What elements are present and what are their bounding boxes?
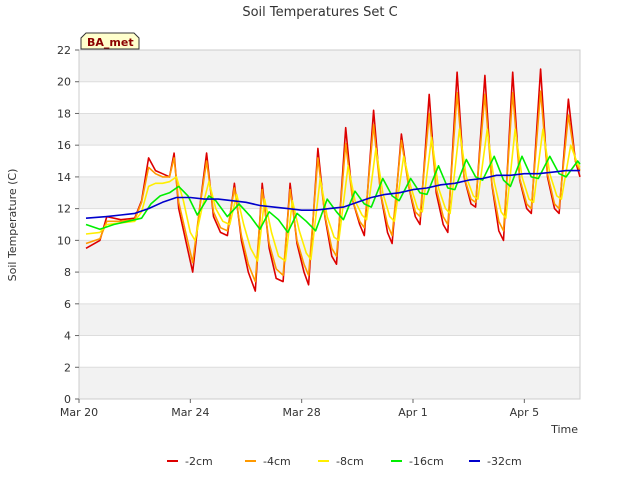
y-tick-label: 6 (64, 298, 71, 311)
x-tick-label: Apr 1 (398, 406, 428, 419)
y-tick-label: 2 (64, 361, 71, 374)
y-tick-label: 22 (57, 44, 71, 57)
x-tick-label: Apr 5 (510, 406, 540, 419)
y-tick-label: 18 (57, 107, 71, 120)
series-line-32cm (85, 169, 580, 219)
site-label: BA_met (87, 36, 134, 49)
y-tick-label: 10 (57, 234, 71, 247)
y-axis-title: Soil Temperature (C) (6, 169, 19, 282)
chart-title: Soil Temperatures Set C (242, 5, 397, 20)
legend: -2cm -4cm -8cm -16cm -32cm (167, 455, 522, 468)
series-line-8cm (85, 128, 581, 262)
x-tick-label: Mar 20 (60, 406, 98, 419)
legend-label: -8cm (336, 455, 364, 468)
y-tick-label: 8 (64, 266, 71, 279)
y-tick-label: 4 (64, 330, 71, 343)
y-tick-label: 20 (57, 76, 71, 89)
x-axis-ticks: Mar 20 Mar 24 Mar 28 Apr 1 Apr 5 (60, 399, 539, 419)
grid-band (79, 113, 580, 146)
site-label-box: BA_met (80, 32, 140, 50)
series-line-4cm (85, 90, 581, 283)
grid-band (79, 303, 580, 336)
grid-band (79, 367, 580, 399)
legend-label: -4cm (263, 455, 291, 468)
x-tick-label: Mar 24 (171, 406, 209, 419)
y-tick-label: 16 (57, 139, 71, 152)
legend-label: -32cm (487, 455, 522, 468)
legend-label: -16cm (409, 455, 444, 468)
series-lines (85, 68, 581, 292)
grid-band (79, 50, 580, 82)
legend-label: -2cm (185, 455, 213, 468)
y-tick-label: 0 (64, 393, 71, 406)
y-tick-label: 14 (57, 171, 71, 184)
y-tick-label: 12 (57, 203, 71, 216)
x-tick-label: Mar 28 (283, 406, 321, 419)
y-axis-ticks: 0 2 4 6 8 10 12 14 16 18 20 22 (57, 44, 79, 406)
plot-border (78, 49, 581, 400)
x-axis-title: Time (550, 423, 578, 436)
